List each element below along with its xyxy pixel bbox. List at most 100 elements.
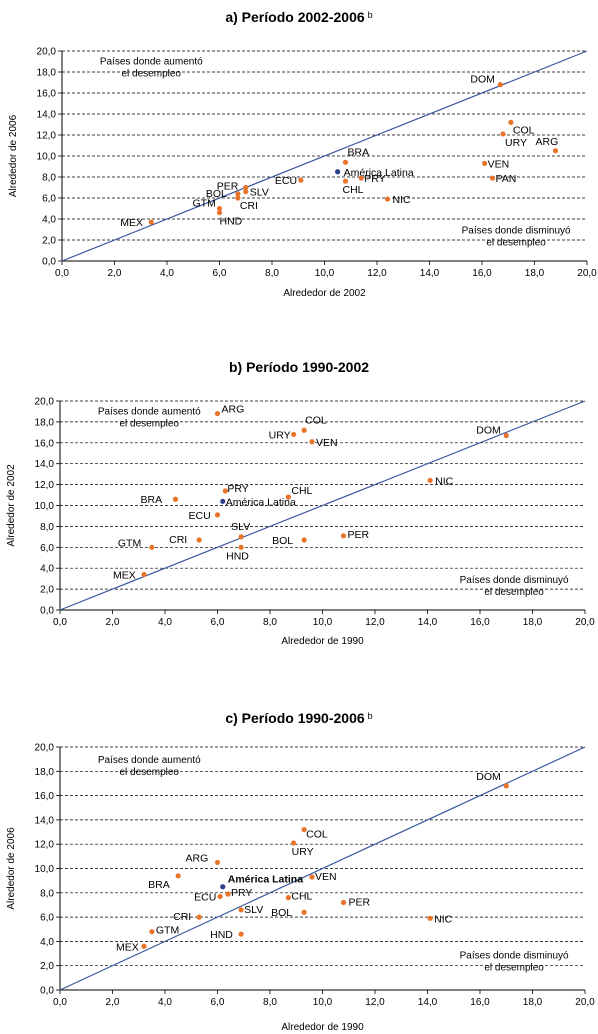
y-axis-label: Alrededor de 2002 <box>6 464 17 547</box>
data-point <box>149 929 155 935</box>
data-point <box>216 205 223 212</box>
data-point <box>342 159 349 165</box>
data-point <box>340 533 347 539</box>
x-tick-label: 10,0 <box>315 268 335 279</box>
data-point-label: SLV <box>244 904 263 916</box>
data-point <box>141 571 147 578</box>
y-tick-label: 14,0 <box>35 459 55 470</box>
x-tick-label: 16,0 <box>470 617 490 628</box>
data-point-label: BOL <box>206 188 227 200</box>
x-tick-label: 6,0 <box>211 617 225 628</box>
x-tick-label: 6,0 <box>213 268 227 279</box>
y-tick-label: 12,0 <box>35 840 55 851</box>
data-point-label: PRY <box>364 173 385 185</box>
x-tick-label: 10,0 <box>313 997 333 1008</box>
data-point-label: NIC <box>393 194 412 206</box>
x-tick-label: 16,0 <box>470 997 490 1008</box>
data-point <box>214 512 221 518</box>
data-point-label: CRI <box>173 911 191 923</box>
data-point <box>285 895 291 901</box>
x-tick-label: 16,0 <box>472 268 492 279</box>
data-point-label: ECU <box>194 891 216 903</box>
data-point <box>497 82 503 88</box>
data-point-label: DOM <box>470 74 495 86</box>
data-point-label: HND <box>226 550 249 562</box>
data-point <box>235 191 241 197</box>
x-axis-label: Alrededor de 1990 <box>281 1022 364 1033</box>
x-tick-label: 0,0 <box>53 617 67 628</box>
x-tick-label: 4,0 <box>160 268 174 279</box>
data-point-label: VEN <box>315 871 337 883</box>
x-tick-label: 2,0 <box>106 617 120 628</box>
chart-title: b) Período 1990-2002 <box>229 359 369 375</box>
x-tick-label: 18,0 <box>523 997 543 1008</box>
chart-title: a) Período 2002-2006 b <box>225 9 372 25</box>
y-tick-label: 12,0 <box>37 131 57 142</box>
data-point-label: ARG <box>222 404 245 416</box>
data-point-label: CHL <box>291 891 312 903</box>
y-tick-label: 2,0 <box>42 236 56 247</box>
data-point-label: DOM <box>476 771 501 783</box>
data-point-label: ECU <box>189 510 211 522</box>
data-point-label: PER <box>349 897 371 909</box>
x-tick-label: 12,0 <box>365 617 385 628</box>
data-point-label: MEX <box>113 569 136 581</box>
chart-panel-3: c) Período 1990-2006 b 0,0 2,0 4,0 6,0 8,0 10,0… <box>6 710 595 1033</box>
y-axis-label: Alrededor de 2006 <box>8 114 19 197</box>
y-tick-label: 4,0 <box>40 564 54 575</box>
data-point <box>214 410 221 417</box>
x-tick-label: 14,0 <box>420 268 440 279</box>
data-point-label: PAN <box>496 173 517 185</box>
y-tick-label: 10,0 <box>35 864 55 875</box>
data-point <box>427 477 433 484</box>
note-decreased-unemployment: Países donde disminuyó el desempleo <box>460 950 569 973</box>
data-point <box>220 498 226 504</box>
x-tick-label: 18,0 <box>523 617 543 628</box>
data-point-label: CRI <box>169 534 187 546</box>
x-tick-label: 2,0 <box>106 997 120 1008</box>
data-point <box>291 840 297 846</box>
data-point-label: MEX <box>116 941 139 953</box>
y-tick-label: 20,0 <box>35 743 55 754</box>
note-increased-unemployment: Países donde aumentó el desempleo <box>98 755 201 778</box>
y-tick-label: 14,0 <box>37 110 57 121</box>
data-point-label: VEN <box>488 158 510 170</box>
y-tick-label: 16,0 <box>35 791 55 802</box>
x-tick-label: 6,0 <box>211 997 225 1008</box>
x-axis-label: Alrededor de 2002 <box>283 288 366 299</box>
data-point-label: NIC <box>435 475 454 487</box>
data-point <box>220 884 226 890</box>
y-tick-label: 2,0 <box>40 961 54 972</box>
data-point <box>384 196 391 202</box>
y-tick-label: 0,0 <box>40 606 54 617</box>
y-tick-label: 12,0 <box>35 480 55 491</box>
y-tick-label: 18,0 <box>35 767 55 778</box>
data-point-label: ARG <box>186 852 209 864</box>
y-tick-label: 14,0 <box>35 815 55 826</box>
data-point <box>235 195 241 201</box>
data-point <box>342 178 349 184</box>
y-tick-label: 16,0 <box>35 438 55 449</box>
x-tick-label: 20,0 <box>577 268 597 279</box>
data-point <box>500 131 506 137</box>
data-point <box>508 119 514 125</box>
y-tick-label: 10,0 <box>35 501 55 512</box>
chart-panel-2: b) Período 1990-2002 0,0 2,0 4,0 6,0 8,0 10,0 1… <box>6 359 595 647</box>
x-tick-label: 2,0 <box>108 268 122 279</box>
data-point <box>141 943 147 949</box>
data-point-label: COL <box>306 829 328 841</box>
data-point <box>222 488 228 494</box>
data-point-label: HND <box>220 216 243 228</box>
data-point <box>335 169 341 175</box>
y-tick-label: 0,0 <box>42 257 56 268</box>
data-point <box>503 432 509 439</box>
x-tick-label: 12,0 <box>365 997 385 1008</box>
data-point <box>148 219 154 225</box>
x-tick-label: 12,0 <box>367 268 387 279</box>
x-tick-label: 8,0 <box>263 997 277 1008</box>
data-point <box>309 874 315 880</box>
data-point-label: BRA <box>348 146 370 158</box>
data-point <box>489 175 496 181</box>
data-point-label: GTM <box>118 537 141 549</box>
y-tick-label: 6,0 <box>42 194 56 205</box>
